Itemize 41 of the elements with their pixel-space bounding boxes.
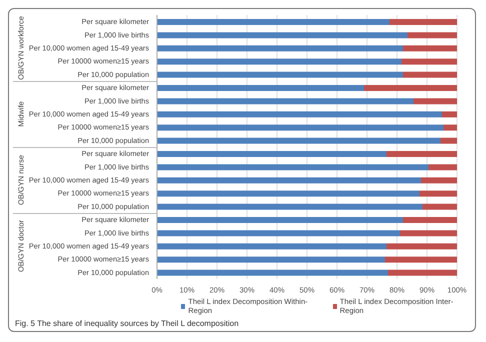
- bar: [402, 58, 457, 65]
- bar: [386, 243, 457, 250]
- bar: [408, 32, 457, 38]
- bar: [157, 164, 428, 170]
- bar: [157, 190, 420, 197]
- bar: [444, 124, 457, 131]
- bar: [390, 19, 457, 25]
- bar: [157, 32, 408, 38]
- bar: [428, 164, 457, 170]
- bar: [400, 230, 457, 236]
- bar: [157, 243, 386, 250]
- bar: [157, 58, 402, 65]
- bar: [157, 256, 385, 263]
- bar: [403, 217, 457, 223]
- bar: [385, 256, 457, 263]
- bar: [157, 45, 403, 52]
- bar: [442, 111, 457, 118]
- bar: [157, 177, 421, 184]
- bar: [157, 111, 442, 118]
- bar: [403, 72, 457, 78]
- bar: [157, 138, 440, 144]
- bar: [157, 204, 422, 210]
- bar: [364, 85, 457, 91]
- bar: [157, 19, 390, 25]
- bar: [386, 151, 457, 157]
- bar: [414, 98, 457, 104]
- bar: [421, 177, 457, 184]
- bar: [403, 45, 457, 52]
- bar: [157, 72, 403, 78]
- bar: [420, 190, 457, 197]
- bar: [440, 138, 457, 144]
- bar: [157, 217, 403, 223]
- bar: [388, 270, 457, 276]
- bar: [157, 230, 400, 236]
- bar: [157, 151, 386, 157]
- caption: Fig. 5 The share of inequality sources by Theil L decomposition: [15, 319, 239, 328]
- bar: [157, 85, 364, 91]
- bar: [157, 124, 444, 131]
- bar: [157, 98, 414, 104]
- bar: [422, 204, 457, 210]
- bar: [157, 270, 388, 276]
